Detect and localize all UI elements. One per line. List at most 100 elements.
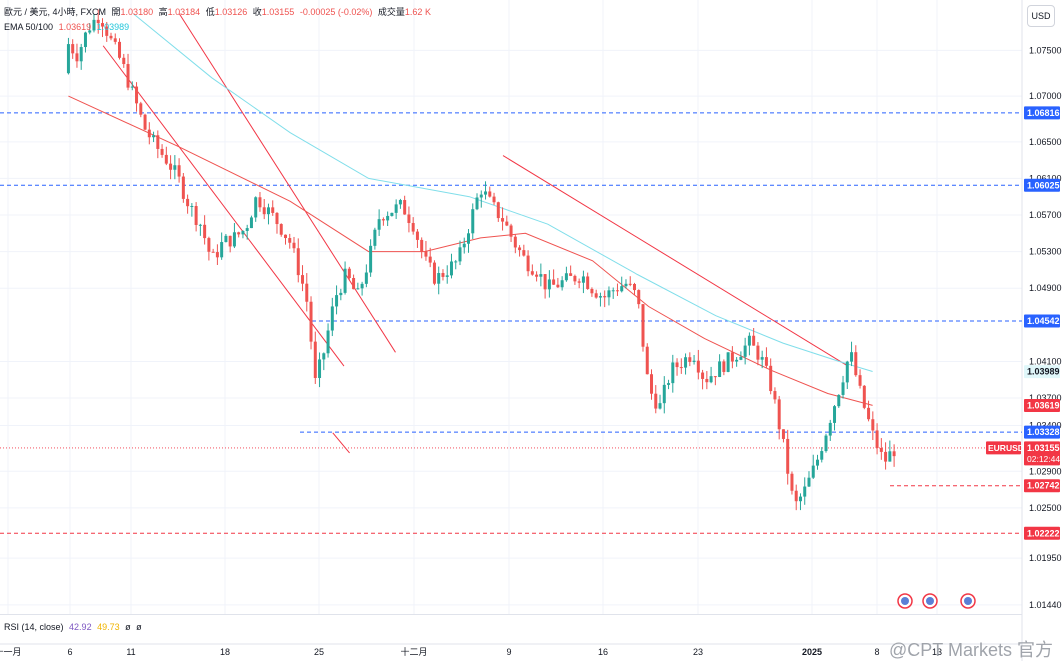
candle-body <box>667 383 671 385</box>
event-flag-icon[interactable] <box>897 593 913 609</box>
ema100-line <box>133 13 873 372</box>
volume-label: 成交量 <box>377 7 405 17</box>
price-badge-label: 1.06025 <box>1027 180 1060 190</box>
volume-value: 1.62 K <box>404 7 431 17</box>
candle-body <box>403 200 407 215</box>
y-tick-label: 1.06100 <box>1029 173 1062 183</box>
candle-body <box>781 429 785 439</box>
candle-body <box>411 223 415 232</box>
candle-body <box>369 245 373 273</box>
ema-label: EMA 50/100 <box>4 22 54 32</box>
change-value: -0.00025 (-0.02%) <box>299 7 373 17</box>
candle-body <box>488 191 492 197</box>
price-badge <box>1024 441 1060 466</box>
candle-body <box>390 212 394 216</box>
candle-body <box>662 384 666 404</box>
countdown-label: 02:12:44 <box>1027 454 1060 464</box>
candle-body <box>496 202 500 219</box>
candle-body <box>356 288 360 290</box>
candle-body <box>126 64 130 88</box>
currency-button[interactable]: USD <box>1027 5 1055 27</box>
candle-body <box>845 361 849 383</box>
candle-body <box>100 23 104 27</box>
candle-body <box>518 247 522 251</box>
candle-body <box>228 235 232 247</box>
price-badge-label: 1.03619 <box>1027 400 1060 410</box>
candle-body <box>181 176 185 199</box>
candle-body <box>143 114 147 130</box>
candle-body <box>441 273 445 277</box>
candle-body <box>547 279 551 290</box>
candle-body <box>777 399 781 430</box>
x-tick-label: 8 <box>874 647 879 657</box>
candle-body <box>798 496 802 502</box>
candle-body <box>96 19 100 24</box>
event-flag-icon[interactable] <box>922 593 938 609</box>
candle-body <box>543 274 547 290</box>
price-badge <box>1024 398 1060 412</box>
candle-body <box>152 135 156 138</box>
candle-body <box>850 352 854 362</box>
open-label: 開 <box>111 7 121 17</box>
symbol-tag <box>986 441 1021 455</box>
candle-body <box>203 224 207 239</box>
candle-body <box>122 57 126 65</box>
candle-body <box>66 44 70 74</box>
candle-body <box>139 103 143 115</box>
candle-body <box>888 451 892 462</box>
candle-body <box>105 26 109 36</box>
candle-body <box>360 283 364 289</box>
candle-body <box>377 219 381 230</box>
candle-body <box>135 86 139 104</box>
low-label: 低 <box>205 7 215 17</box>
trendline <box>178 13 396 353</box>
candle-body <box>130 86 134 88</box>
candle-body <box>207 238 211 252</box>
candle-body <box>688 357 692 362</box>
candle-body <box>245 228 249 231</box>
candle-body <box>88 30 92 33</box>
candle-body <box>266 207 270 215</box>
candle-body <box>594 293 598 298</box>
candle-body <box>301 275 305 284</box>
candle-body <box>598 296 602 298</box>
candle-body <box>875 430 879 449</box>
candle-body <box>164 154 168 164</box>
candle-body <box>701 372 705 379</box>
high-value: 1.03184 <box>167 7 201 17</box>
candle-body <box>760 357 764 360</box>
y-tick-label: 1.02500 <box>1029 503 1062 513</box>
candle-body <box>275 212 279 225</box>
event-flag-icon[interactable] <box>960 593 976 609</box>
x-tick-label: 13 <box>932 647 942 657</box>
candle-body <box>79 47 83 62</box>
candle-body <box>867 407 871 420</box>
candle-body <box>564 273 568 281</box>
candle-body <box>492 196 496 203</box>
y-tick-label: 1.03400 <box>1029 420 1062 430</box>
ema50-value: 1.03619 <box>58 22 92 32</box>
x-tick-label: 18 <box>220 647 230 657</box>
candle-body <box>347 268 351 279</box>
rsi-value-3: ø <box>125 622 131 632</box>
candle-body <box>671 362 675 384</box>
candle-body <box>892 451 896 457</box>
candle-body <box>109 35 113 39</box>
candle-body <box>607 290 611 298</box>
candle-body <box>505 221 509 226</box>
pane-separator <box>0 614 1022 615</box>
candle-body <box>288 238 292 243</box>
candle-body <box>611 290 615 292</box>
candle-body <box>603 296 607 298</box>
candle-body <box>437 273 441 284</box>
price-badge-label: 1.03155 <box>1027 443 1060 453</box>
candle-body <box>283 234 287 239</box>
x-tick-label: 16 <box>598 647 608 657</box>
y-tick-label: 1.07000 <box>1029 91 1062 101</box>
candle-body <box>696 360 700 373</box>
trendline <box>102 45 345 367</box>
candle-body <box>501 218 505 222</box>
candle-body <box>803 486 807 497</box>
candle-body <box>147 129 151 138</box>
